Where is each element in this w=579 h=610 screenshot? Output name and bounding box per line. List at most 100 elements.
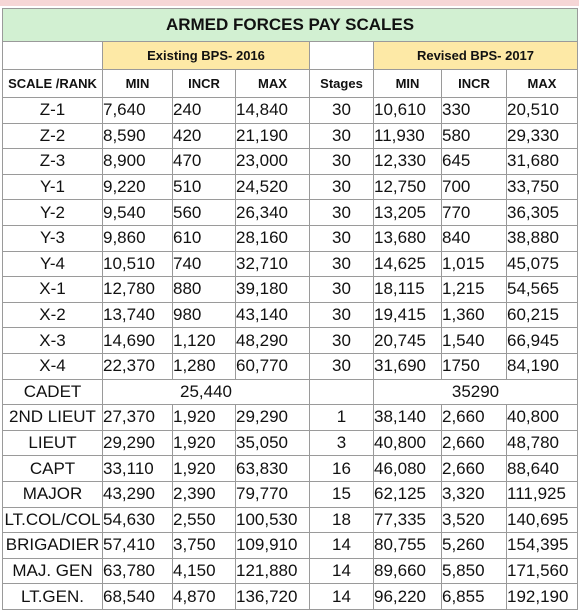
existing-min-cell: 68,540: [102, 583, 173, 610]
revised-max-cell: 111,925: [506, 480, 578, 508]
stages-cell: 30: [309, 148, 374, 175]
stages-cell: 14: [309, 532, 374, 559]
existing-min-cell: 9,220: [102, 173, 173, 201]
existing-incr-cell: 2,550: [172, 506, 236, 534]
rank-cell: X-1: [2, 276, 103, 303]
revised-min-cell: 18,115: [373, 276, 442, 303]
rank-cell: Z-3: [2, 148, 103, 175]
existing-min-cell: 8,590: [102, 122, 173, 150]
rank-cell: 2ND LIEUT: [2, 404, 103, 431]
existing-max-cell: 21,190: [235, 122, 310, 150]
revised-incr-cell: 1750: [441, 352, 507, 380]
rank-cell: Y-1: [2, 173, 103, 201]
revised-max-cell: 36,305: [506, 199, 578, 226]
stages-cell: 30: [309, 97, 374, 124]
table-row: MAJOR 43,290 2,390 79,770 15 62,125 3,320 111,9…: [2, 480, 578, 508]
stages-cell: 15: [309, 480, 374, 508]
table-row: Z-3 8,900 470 23,000 30 12,330 645 31,680: [2, 148, 578, 175]
rank-cell: X-2: [2, 301, 103, 329]
table-row: Y-3 9,860 610 28,160 30 13,680 840 38,880: [2, 224, 578, 252]
stages-cell: 30: [309, 301, 374, 329]
stages-cell: 14: [309, 557, 374, 585]
revised-max-cell: 40,800: [506, 404, 578, 431]
pay-scale-table: ARMED FORCES PAY SCALES Existing BPS- 20…: [2, 8, 578, 610]
title-row: ARMED FORCES PAY SCALES: [2, 8, 578, 42]
revised-min-cell: 40,800: [373, 429, 442, 457]
rank-cell: Z-2: [2, 122, 103, 150]
revised-max-cell: 48,780: [506, 429, 578, 457]
revised-incr-cell: 1,540: [441, 327, 507, 354]
revised-max-cell: 88,640: [506, 455, 578, 482]
rank-cell: MAJOR: [2, 480, 103, 508]
existing-max-cell: 63,830: [235, 455, 310, 482]
existing-max-cell: 100,530: [235, 506, 310, 534]
existing-max-cell: 109,910: [235, 532, 310, 559]
existing-max-cell: 79,770: [235, 480, 310, 508]
existing-incr-cell: 1,920: [172, 429, 236, 457]
existing-min-cell: 22,370: [102, 352, 173, 380]
existing-incr-cell: 880: [172, 276, 236, 303]
revised-max-cell: 60,215: [506, 301, 578, 329]
revised-incr-cell: 580: [441, 122, 507, 150]
existing-min-cell: 12,780: [102, 276, 173, 303]
revised-incr-cell: 3,520: [441, 506, 507, 534]
stages-cell: 18: [309, 506, 374, 534]
col-header-incr: INCR: [172, 69, 236, 98]
revised-max-cell: 20,510: [506, 97, 578, 124]
revised-min-cell: 80,755: [373, 532, 442, 559]
revised-max-cell: 66,945: [506, 327, 578, 354]
revised-max-cell: 154,395: [506, 532, 578, 559]
table-row: LT.GEN. 68,540 4,870 136,720 14 96,220 6,855 19…: [2, 583, 578, 610]
column-header-row: SCALE /RANK MIN INCR MAX Stages MIN INCR…: [2, 69, 578, 98]
existing-max-cell: 26,340: [235, 199, 310, 226]
group-revised-header: Revised BPS- 2017: [373, 41, 578, 70]
table-row: 2ND LIEUT 27,370 1,920 29,290 1 38,140 2,660 40…: [2, 404, 578, 431]
revised-min-cell: 13,680: [373, 224, 442, 252]
revised-min-cell: 14,625: [373, 250, 442, 278]
existing-max-cell: 29,290: [235, 404, 310, 431]
existing-min-cell: 9,540: [102, 199, 173, 226]
revised-incr-cell: 2,660: [441, 455, 507, 482]
existing-min-cell: 8,900: [102, 148, 173, 175]
col-header-rank: SCALE /RANK: [2, 69, 103, 98]
table-row: Z-1 7,640 240 14,840 30 10,610 330 20,510: [2, 97, 578, 124]
revised-incr-cell: 840: [441, 224, 507, 252]
revised-max-cell: 45,075: [506, 250, 578, 278]
existing-max-cell: 24,520: [235, 173, 310, 201]
revised-min-cell: 10,610: [373, 97, 442, 124]
rank-cell: MAJ. GEN: [2, 557, 103, 585]
revised-max-cell: 54,565: [506, 276, 578, 303]
table-row: LIEUT 29,290 1,920 35,050 3 40,800 2,660 48,780: [2, 429, 578, 457]
existing-incr-cell: 4,150: [172, 557, 236, 585]
existing-incr-cell: 510: [172, 173, 236, 201]
existing-min-cell: 13,740: [102, 301, 173, 329]
existing-min-cell: 54,630: [102, 506, 173, 534]
top-strip: [0, 0, 579, 6]
existing-min-cell: 43,290: [102, 480, 173, 508]
col-header-revised-max: MAX: [506, 69, 578, 98]
revised-min-cell: 77,335: [373, 506, 442, 534]
revised-max-cell: 84,190: [506, 352, 578, 380]
existing-max-cell: 48,290: [235, 327, 310, 354]
rank-cell: LT.GEN.: [2, 583, 103, 610]
rank-cell: X-3: [2, 327, 103, 354]
table-row: BRIGADIER 57,410 3,750 109,910 14 80,755 5,260…: [2, 532, 578, 559]
existing-max-cell: 23,000: [235, 148, 310, 175]
existing-min-cell: 33,110: [102, 455, 173, 482]
revised-min-cell: 96,220: [373, 583, 442, 610]
stages-cell: 30: [309, 276, 374, 303]
table-row: Y-1 9,220 510 24,520 30 12,750 700 33,750: [2, 173, 578, 201]
revised-incr-cell: 770: [441, 199, 507, 226]
group-header-row: Existing BPS- 2016 Revised BPS- 2017: [2, 41, 578, 70]
existing-incr-cell: 4,870: [172, 583, 236, 610]
revised-incr-cell: 5,850: [441, 557, 507, 585]
group-blank-cell: [309, 41, 374, 70]
revised-incr-cell: 1,360: [441, 301, 507, 329]
revised-min-cell: 11,930: [373, 122, 442, 150]
revised-min-cell: 12,750: [373, 173, 442, 201]
group-blank-cell: [2, 41, 103, 70]
table-row: X-4 22,370 1,280 60,770 30 31,690 1750 84,190: [2, 352, 578, 380]
revised-incr-cell: 2,660: [441, 429, 507, 457]
existing-incr-cell: 560: [172, 199, 236, 226]
col-header-min: MIN: [102, 69, 173, 98]
